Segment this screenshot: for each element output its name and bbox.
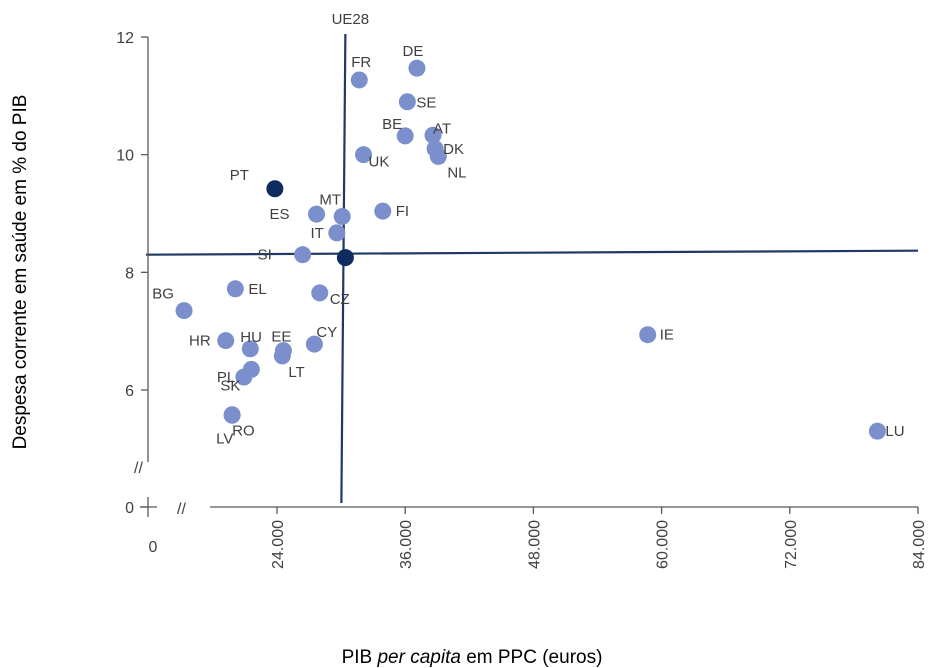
reference-line-horizontal [145, 249, 919, 256]
data-label-de: DE [403, 43, 424, 60]
x-tick-label: 60.000 [655, 520, 672, 569]
data-point-hu [241, 340, 259, 358]
data-label-pl: PL [217, 369, 235, 386]
data-point-mt [333, 207, 351, 225]
data-label-dk: DK [443, 141, 464, 158]
data-point-ie [639, 326, 657, 344]
data-point-pt [266, 180, 284, 198]
x-tick-label: 0 [149, 539, 158, 556]
data-label-bg: BG [152, 286, 174, 303]
data-point-si [294, 246, 312, 264]
data-label-lu: LU [885, 423, 904, 440]
data-label-uk: UK [369, 154, 390, 171]
x-tick-label: 24.000 [270, 520, 287, 569]
y-tick-label: 6 [125, 383, 134, 400]
data-point-se [398, 93, 416, 111]
reference-line-vertical [340, 33, 347, 504]
data-point-de [408, 59, 426, 77]
data-label-se: SE [416, 95, 436, 112]
x-tick-label: 84.000 [911, 520, 928, 569]
x-tick-label: 48.000 [526, 520, 543, 569]
data-point-ro [223, 406, 241, 424]
data-point-hr [217, 332, 235, 350]
data-point-ue28 [336, 249, 354, 267]
y-axis-break-symbol: // [134, 460, 143, 477]
data-point-es [308, 205, 326, 223]
data-point-fr [350, 71, 368, 89]
y-axis-title: Despesa corrente em saúde em % do PIB [10, 95, 31, 450]
x-axis-title-part-1: PIB [342, 647, 378, 668]
data-point-cz [311, 284, 329, 302]
data-label-it: IT [310, 225, 323, 242]
data-label-mt: MT [319, 191, 341, 208]
x-axis-title: PIB per capita em PPC (euros) [342, 647, 603, 668]
y-tick-label: 0 [125, 500, 134, 517]
data-point-cy [305, 335, 323, 353]
data-label-ie: IE [660, 327, 674, 344]
data-point-fi [374, 202, 392, 220]
data-label-si: SI [258, 247, 272, 264]
data-point-it [328, 224, 346, 242]
data-label-be: BE [382, 116, 402, 133]
data-point-uk [355, 146, 373, 164]
data-label-lv: LV [216, 430, 233, 447]
data-point-be [396, 127, 414, 145]
data-point-nl [429, 147, 447, 165]
y-tick-label: 10 [116, 148, 134, 165]
data-label-pt: PT [230, 167, 249, 184]
data-label-el: EL [248, 281, 266, 298]
data-label-cy: CY [316, 324, 337, 341]
data-label-ee: EE [271, 329, 291, 346]
data-label-hu: HU [240, 329, 262, 346]
data-label-ro: RO [232, 423, 255, 440]
x-axis-break-symbol: // [177, 501, 186, 518]
y-tick-label: 12 [116, 30, 134, 47]
data-point-at [424, 126, 442, 144]
x-axis-title-part-2: per capita [376, 647, 460, 668]
data-point-lu [868, 422, 886, 440]
data-label-at: AT [433, 120, 451, 137]
data-label-hr: HR [189, 333, 211, 350]
data-point-lt [273, 347, 291, 365]
data-label-fi: FI [396, 203, 409, 220]
data-point-bg [175, 302, 193, 320]
x-tick-label: 72.000 [783, 520, 800, 569]
data-label-nl: NL [447, 164, 466, 181]
x-tick-label: 36.000 [398, 520, 415, 569]
data-label-fr: FR [351, 54, 371, 71]
data-point-el [226, 280, 244, 298]
y-tick-label: 8 [125, 265, 134, 282]
x-axis-title-part-3: em PPC (euros) [461, 647, 602, 668]
data-label-sk: SK [220, 377, 240, 394]
data-point-pl [235, 368, 253, 386]
reference-line-label: UE28 [332, 11, 370, 28]
data-label-lt: LT [288, 364, 304, 381]
data-label-es: ES [270, 206, 290, 223]
data-label-cz: CZ [330, 291, 350, 308]
